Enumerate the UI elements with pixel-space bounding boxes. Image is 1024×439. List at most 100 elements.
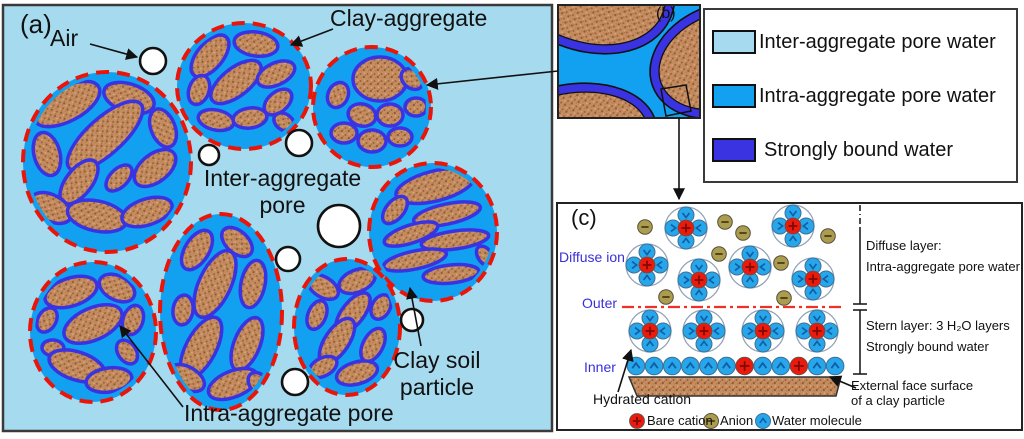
label-bare-cation: Bare cation	[647, 413, 713, 428]
hydrated-cation	[625, 243, 669, 287]
panel-c-tag: (c)	[571, 205, 597, 230]
water-molecule	[784, 204, 802, 222]
label-inner: Inner	[584, 359, 616, 375]
label-external-face-line1: External face surface	[851, 378, 974, 393]
clay-aggregate	[158, 212, 284, 412]
label-diffuse-layer-line1: Diffuse layer:	[866, 238, 942, 253]
anion	[717, 214, 733, 230]
clay-aggregate	[367, 161, 499, 303]
annotation-arrow	[289, 28, 334, 47]
air-bubble	[280, 367, 310, 397]
water-type-legend: Inter-aggregate pore water Intra-aggrega…	[703, 8, 1018, 183]
bare-cation	[677, 219, 695, 237]
label-diffuse-ion: Diffuse ion	[559, 249, 625, 265]
water-molecule	[771, 356, 791, 376]
label-clay-soil-line2: particle	[399, 374, 475, 400]
water-molecule	[690, 284, 708, 302]
water-molecule	[753, 356, 773, 376]
anion	[658, 289, 674, 305]
water-molecule	[807, 356, 827, 376]
inter-aggregate-swatch	[712, 30, 756, 54]
bare-cation	[804, 270, 822, 288]
clay-aggregate	[175, 21, 313, 151]
intra-aggregate-swatch	[712, 84, 756, 108]
clay-aggregate	[311, 45, 433, 169]
annotation-arrow	[89, 43, 139, 60]
bare-cation	[808, 322, 826, 340]
water-molecule	[699, 356, 718, 376]
water-molecule	[682, 322, 700, 340]
air-bubble	[138, 46, 168, 76]
anion	[637, 219, 653, 235]
label-clay-soil-line1: Clay soil	[393, 347, 481, 373]
annotation-arrow	[425, 70, 559, 90]
hydrated-cation	[628, 309, 672, 353]
annotation-arrow	[119, 325, 184, 408]
label-inter-aggregate-pore-line1: Inter-aggregate	[203, 165, 362, 191]
water-molecule	[651, 256, 669, 274]
anion	[711, 246, 727, 262]
water-molecule	[728, 258, 746, 276]
anion	[776, 290, 792, 306]
label-stern-layer-line1: Stern layer: 3 H₂O layers	[866, 318, 1010, 333]
legend-label: Inter-aggregate pore water	[759, 30, 996, 53]
anion	[735, 225, 751, 241]
bare-cation	[741, 258, 759, 276]
bare-cation	[754, 322, 772, 340]
water-molecule	[695, 335, 713, 353]
label-air: Air	[50, 25, 79, 51]
hydrated-cation	[791, 257, 835, 301]
hydrated-cation	[795, 309, 839, 353]
bare-cation	[690, 271, 708, 289]
zoom-target-box	[660, 84, 692, 117]
water-molecule	[626, 356, 646, 376]
water-molecule	[808, 309, 826, 327]
water-molecule	[754, 258, 772, 276]
anion	[820, 228, 836, 244]
bare-cation	[784, 217, 802, 235]
water-molecule	[680, 356, 700, 376]
air-bubble	[197, 143, 221, 167]
label-diffuse-layer-line2: Intra-aggregate pore water	[866, 259, 1020, 274]
water-molecule	[754, 335, 772, 353]
label-external-face-line2: of a clay particle	[851, 393, 945, 408]
water-molecule	[664, 219, 682, 237]
annotation-arrow	[828, 375, 857, 389]
bare-cation	[638, 256, 656, 274]
water-molecule	[644, 356, 664, 376]
air-bubble	[284, 128, 314, 158]
bare-cation	[789, 356, 809, 376]
hydrated-cation	[771, 204, 815, 248]
hydrated-cation	[682, 309, 726, 353]
legend-row-bound-water: Strongly bound water	[712, 138, 953, 162]
label-inter-aggregate-pore-line2: pore	[259, 192, 306, 218]
panel-a-tag: (a)	[20, 9, 52, 39]
label-hydrated-cation: Hydrated cation	[593, 391, 692, 407]
clay-aggregate	[292, 257, 402, 397]
panel-b-tag: (b)	[656, 5, 676, 22]
label-anion: Anion	[720, 413, 754, 428]
bare-cation	[641, 322, 659, 340]
panel-c-molecular-view	[622, 204, 867, 429]
annotation-arrow	[406, 286, 422, 347]
hydrated-cation	[741, 309, 785, 353]
legend-label: Strongly bound water	[764, 138, 954, 161]
hydrated-cation	[728, 245, 772, 289]
clay-particle-surface	[627, 376, 842, 397]
air-bubble	[316, 203, 362, 249]
water-molecule	[825, 356, 845, 376]
hydrated-cation	[664, 206, 708, 250]
annotation-arrow	[617, 348, 634, 393]
legend-row-inter-aggregate: Inter-aggregate pore water	[712, 30, 996, 54]
label-water-molecule: Water molecule	[772, 413, 862, 428]
bound-water-swatch	[712, 138, 756, 162]
legend-label: Intra-aggregate pore water	[759, 84, 996, 107]
label-intra-aggregate-pore: Intra-aggregate pore	[184, 400, 394, 426]
water-molecule	[641, 335, 659, 353]
water-molecule	[784, 230, 802, 248]
anion	[773, 255, 789, 271]
label-stern-layer-line2: Strongly bound water	[866, 339, 989, 354]
air-bubble	[399, 307, 425, 333]
